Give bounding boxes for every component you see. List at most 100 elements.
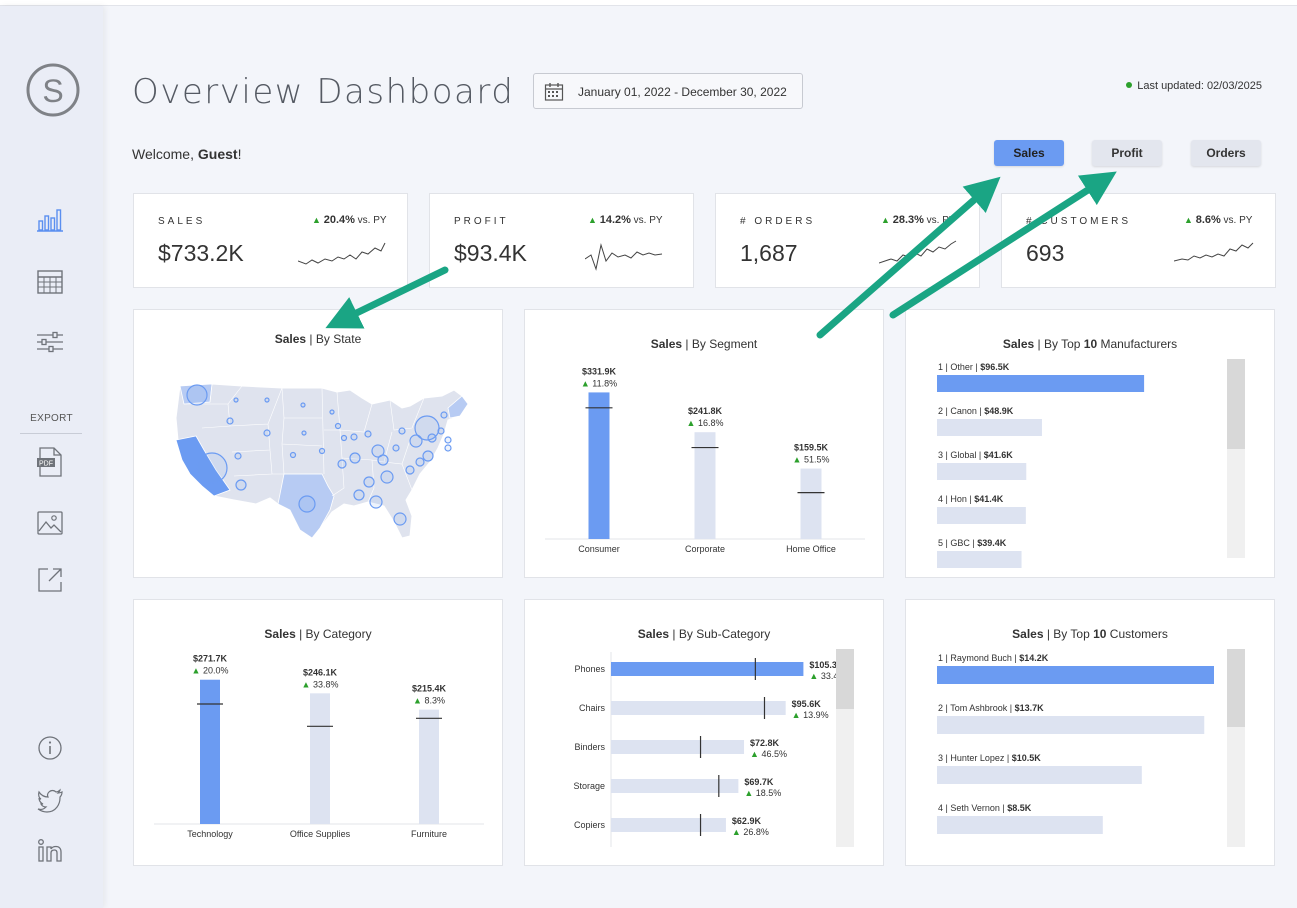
profit-toggle-button[interactable]: Profit — [1092, 140, 1162, 166]
bar — [800, 468, 822, 539]
kpi-card-sales[interactable]: SALES ▲ 20.4% vs. PY $733.2K — [133, 193, 408, 288]
up-triangle-icon: ▲ — [312, 215, 321, 225]
external-link-icon[interactable] — [36, 566, 64, 594]
sparkline-profit — [585, 243, 663, 271]
sliders-icon[interactable] — [35, 328, 65, 356]
bar — [937, 375, 1145, 392]
twitter-icon[interactable] — [36, 787, 64, 813]
bar — [611, 740, 745, 754]
panel-sales-by-segment: Sales | By Segment $331.9K ▲ 11.8% Consume… — [524, 309, 884, 578]
kpi-card-profit[interactable]: PROFIT ▲ 14.2% vs. PY $93.4K — [429, 193, 694, 288]
rank-label: 1 | Other | $96.5K — [938, 362, 1010, 372]
welcome-user: Guest — [197, 146, 238, 162]
kpi-label: PROFIT — [454, 216, 509, 227]
value-label: $72.8K — [750, 738, 780, 748]
welcome-prefix: Welcome, — [132, 146, 198, 162]
sparkline-sales — [298, 242, 386, 265]
sales-toggle-button[interactable]: Sales — [994, 140, 1064, 166]
category-label: Corporate — [685, 544, 725, 554]
kpi-delta: ▲ 14.2% vs. PY — [588, 214, 663, 226]
growth-label: ▲ 46.5% — [750, 749, 787, 759]
kpi-label: SALES — [158, 216, 206, 227]
bar — [588, 392, 610, 539]
linkedin-icon[interactable] — [37, 837, 63, 863]
up-triangle-icon: ▲ — [881, 215, 890, 225]
category-label: Copiers — [574, 820, 606, 830]
panel-sales-by-subcategory: Sales | By Sub-Category Phones $105.3K ▲ 3… — [524, 599, 884, 866]
value-label: $159.5K — [794, 443, 829, 453]
pdf-icon-text: PDF — [39, 461, 53, 468]
value-label: $241.8K — [688, 406, 723, 416]
bar-chart-icon[interactable] — [36, 205, 64, 233]
info-icon[interactable] — [37, 735, 63, 761]
us-map[interactable] — [172, 378, 477, 548]
export-label: EXPORT — [30, 413, 73, 424]
kpi-delta: ▲ 28.3% vs. PY — [881, 214, 956, 226]
last-updated: Last updated: 02/03/2025 — [1126, 80, 1262, 92]
bar — [937, 816, 1103, 834]
bar — [937, 666, 1214, 684]
rank-label: 4 | Seth Vernon | $8.5K — [938, 803, 1032, 813]
growth-label: ▲ 33.4% — [809, 671, 846, 681]
value-label: $271.7K — [193, 654, 228, 664]
kpi-value: 1,687 — [740, 240, 798, 266]
panel-title: Sales | By Top 10 Customers — [1012, 627, 1168, 641]
pdf-icon[interactable]: PDF — [36, 446, 64, 478]
category-bar-chart: $271.7K ▲ 20.0% Technology $246.1K ▲ 33.8% Of… — [154, 654, 484, 839]
segment-bar-chart: $331.9K ▲ 11.8% Consumer $241.8K ▲ 16.8% Corp… — [545, 366, 865, 554]
bar — [200, 679, 220, 824]
value-label: $62.9K — [732, 816, 762, 826]
kpi-value: 693 — [1026, 240, 1065, 266]
kpi-label: # CUSTOMERS — [1026, 216, 1132, 227]
bar — [937, 507, 1026, 524]
scrollbar-thumb[interactable] — [1227, 649, 1245, 727]
growth-label: ▲ 18.5% — [744, 788, 781, 798]
panel-title: Sales | By Category — [264, 627, 372, 641]
orders-toggle-button[interactable]: Orders — [1191, 140, 1261, 166]
panel-top-manufacturers: Sales | By Top 10 Manufacturers 1 | Othe… — [905, 309, 1275, 578]
growth-label: ▲ 51.5% — [793, 455, 830, 465]
welcome-suffix: ! — [237, 146, 242, 162]
panel-title: Sales | By Segment — [650, 337, 758, 351]
scrollbar-track[interactable] — [836, 649, 854, 847]
category-label: Consumer — [578, 544, 620, 554]
value-label: $246.1K — [303, 667, 338, 677]
rank-label: 1 | Raymond Buch | $14.2K — [938, 653, 1049, 663]
date-range-picker[interactable]: January 01, 2022 - December 30, 2022 — [533, 73, 803, 109]
scrollbar-track[interactable] — [1227, 649, 1245, 847]
bar — [937, 551, 1022, 568]
kpi-card-customers[interactable]: # CUSTOMERS ▲ 8.6% vs. PY 693 — [1001, 193, 1276, 288]
bar — [937, 716, 1205, 734]
last-updated-text: Last updated: 02/03/2025 — [1137, 80, 1262, 92]
scrollbar-thumb[interactable] — [1227, 359, 1245, 449]
rank-label: 2 | Canon | $48.9K — [938, 406, 1014, 416]
rank-label: 2 | Tom Ashbrook | $13.7K — [938, 703, 1044, 713]
table-icon[interactable] — [36, 268, 64, 296]
sparkline-orders — [879, 240, 957, 264]
panel-title: Sales | By Sub-Category — [637, 627, 771, 641]
export-divider — [20, 433, 82, 434]
growth-label: ▲ 8.3% — [413, 696, 445, 706]
value-label: $95.6K — [792, 699, 822, 709]
category-label: Chairs — [579, 703, 606, 713]
logo-icon[interactable]: S — [25, 62, 81, 118]
scrollbar-thumb[interactable] — [836, 649, 854, 709]
growth-label: ▲ 26.8% — [732, 827, 769, 837]
image-icon[interactable] — [36, 509, 64, 537]
sparkline-customers — [1174, 242, 1254, 262]
rank-label: 4 | Hon | $41.4K — [938, 494, 1004, 504]
panel-title: Sales | By State — [274, 332, 362, 346]
kpi-card-orders[interactable]: # ORDERS ▲ 28.3% vs. PY 1,687 — [715, 193, 980, 288]
up-triangle-icon: ▲ — [588, 215, 597, 225]
scrollbar-track[interactable] — [1227, 359, 1245, 558]
rank-label: 3 | Hunter Lopez | $10.5K — [938, 753, 1041, 763]
manufacturers-bar-chart: 1 | Other | $96.5K 2 | Canon | $48.9K 3 | … — [937, 362, 1145, 568]
value-label: $105.3K — [809, 660, 844, 670]
growth-label: ▲ 33.8% — [302, 679, 339, 689]
panel-sales-by-category: Sales | By Category $271.7K ▲ 20.0% Techno… — [133, 599, 503, 866]
bar — [937, 419, 1042, 436]
category-label: Storage — [573, 781, 605, 791]
page-title: Overview Dashboard — [132, 72, 515, 112]
rank-label: 5 | GBC | $39.4K — [938, 538, 1007, 548]
bar — [937, 766, 1142, 784]
